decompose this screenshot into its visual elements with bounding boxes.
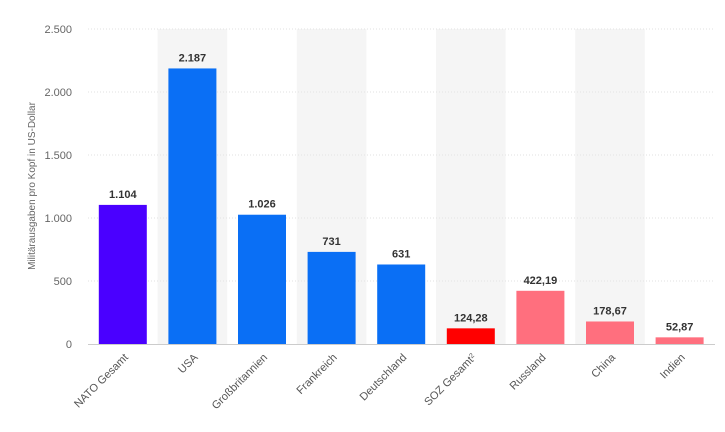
x-tick-label: USA [176, 351, 201, 376]
bar [446, 328, 495, 344]
y-tick-label: 1.500 [44, 150, 72, 162]
data-label: 2.187 [179, 52, 207, 64]
bar [168, 68, 217, 345]
bar [586, 321, 634, 344]
bar [516, 290, 565, 344]
x-tick-label: NATO Gesamt [72, 352, 131, 411]
x-tick-label: China [589, 351, 618, 380]
data-label: 422,19 [524, 275, 558, 287]
data-label: 52,87 [666, 321, 694, 333]
background-band [575, 29, 645, 344]
x-tick-label: Großbritannien [210, 352, 270, 412]
data-label: 1.026 [248, 199, 276, 211]
bar [98, 204, 147, 344]
y-tick-label: 500 [54, 276, 72, 288]
data-label: 631 [392, 248, 410, 260]
y-tick-label: 0 [66, 339, 72, 351]
x-tick-label: Indien [658, 352, 688, 382]
x-tick-label: Deutschland [358, 352, 410, 404]
bar [655, 337, 704, 344]
bar [238, 214, 286, 344]
footnote-marker: 2 [468, 352, 476, 360]
x-tick-label: Russland [508, 352, 549, 393]
x-tick-label: Frankreich [294, 352, 339, 397]
x-tick-label: SOZ Gesamt2 [422, 352, 479, 409]
bar [307, 251, 356, 344]
data-label: 124,28 [454, 312, 488, 324]
data-label: 1.104 [109, 189, 137, 201]
data-label: 731 [322, 236, 340, 248]
background-band [436, 29, 506, 344]
y-tick-label: 2.500 [44, 24, 72, 36]
bar [377, 264, 426, 344]
y-tick-label: 2.000 [44, 87, 72, 99]
y-axis-title: Militärausgaben pro Kopf in US-Dollar [27, 101, 38, 270]
data-label: 178,67 [593, 305, 627, 317]
y-tick-label: 1.000 [44, 213, 72, 225]
